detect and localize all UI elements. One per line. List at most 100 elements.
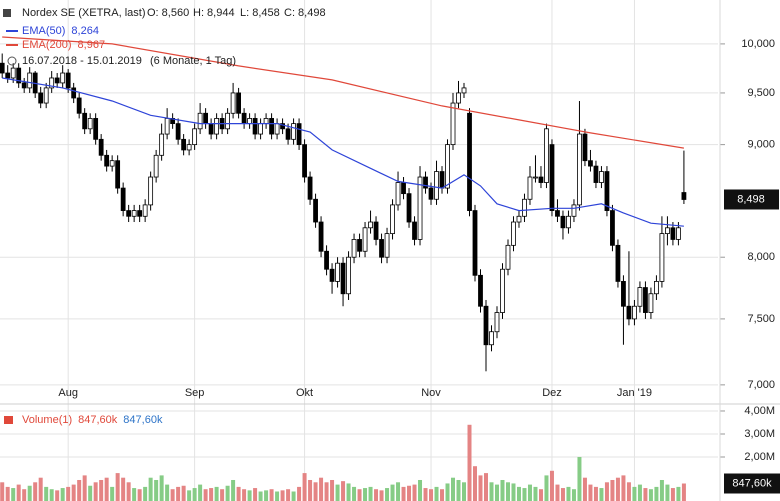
volume-bar bbox=[16, 484, 21, 501]
candle-body bbox=[434, 171, 439, 200]
volume-bar bbox=[319, 477, 324, 501]
candle-body bbox=[390, 204, 395, 235]
volume-bar bbox=[511, 483, 516, 501]
candle-body bbox=[280, 123, 285, 130]
volume-bar bbox=[187, 490, 192, 501]
volume-bar bbox=[434, 486, 439, 501]
legend-value: 8,967 bbox=[78, 39, 106, 51]
clock-icon bbox=[7, 56, 17, 66]
candle-body bbox=[27, 72, 33, 89]
candle-body bbox=[104, 154, 110, 167]
candle-body bbox=[527, 176, 533, 200]
candle-body bbox=[401, 182, 406, 195]
candle-body bbox=[599, 171, 604, 183]
candle-body bbox=[137, 210, 143, 217]
volume-bar bbox=[231, 479, 236, 501]
volume-bar bbox=[440, 489, 445, 501]
volume-bar bbox=[214, 486, 219, 501]
candle-body bbox=[665, 227, 670, 235]
chart-title: Nordex SE (XETRA, last) bbox=[22, 7, 145, 19]
candle-body bbox=[494, 312, 500, 333]
candle-body bbox=[329, 268, 335, 282]
volume-bar bbox=[198, 484, 203, 501]
x-tick-label: Nov bbox=[421, 387, 441, 399]
volume-bar bbox=[637, 484, 642, 501]
candle-body bbox=[346, 256, 351, 295]
volume-bar bbox=[368, 486, 373, 501]
volume-bar bbox=[533, 486, 538, 501]
volume-bar bbox=[192, 488, 197, 501]
candle-body bbox=[472, 210, 478, 276]
ohlc-label: H: 8,944 bbox=[193, 7, 235, 19]
candle-body bbox=[164, 118, 170, 135]
candle-body bbox=[621, 281, 626, 307]
volume-legend-value: 847,60k bbox=[78, 414, 118, 426]
candle-body bbox=[71, 87, 77, 99]
candle-body bbox=[307, 176, 313, 200]
candle-body bbox=[560, 215, 566, 229]
candle-body bbox=[274, 123, 280, 135]
y-tick-label: 10,000 bbox=[741, 38, 775, 50]
candle-body bbox=[340, 262, 346, 295]
volume-bar bbox=[385, 488, 390, 501]
volume-bar bbox=[291, 491, 296, 501]
volume-bar bbox=[648, 489, 653, 501]
volume-bar bbox=[159, 475, 164, 501]
candle-body bbox=[373, 221, 379, 240]
volume-bar bbox=[632, 486, 637, 501]
volume-bar bbox=[505, 482, 510, 501]
volume-bar bbox=[626, 482, 631, 501]
volume-icon bbox=[4, 416, 13, 424]
volume-bar bbox=[181, 485, 186, 501]
candle-body bbox=[406, 193, 412, 223]
volume-bar bbox=[38, 477, 43, 501]
volume-bar bbox=[522, 488, 527, 501]
y-tick-label: 9,000 bbox=[747, 139, 775, 151]
candle-body bbox=[236, 92, 242, 114]
candle-body bbox=[593, 165, 599, 183]
candle-body bbox=[197, 112, 203, 130]
volume-bar bbox=[423, 488, 428, 501]
volume-bar bbox=[352, 486, 357, 501]
volume-bar bbox=[104, 477, 109, 501]
candle-body bbox=[225, 112, 231, 130]
volume-legend-value: 847,60k bbox=[123, 414, 163, 426]
candle-body bbox=[93, 118, 99, 140]
volume-bar bbox=[82, 475, 87, 501]
range-label: 16.07.2018 - 15.01.2019 bbox=[22, 55, 142, 67]
volume-bar bbox=[176, 486, 181, 501]
volume-bar bbox=[516, 486, 521, 501]
volume-bar bbox=[11, 488, 16, 501]
volume-bar bbox=[582, 477, 587, 501]
candle-body bbox=[87, 118, 93, 130]
volume-bar bbox=[659, 479, 664, 501]
candle-body bbox=[483, 305, 489, 346]
volume-bar bbox=[500, 479, 505, 501]
volume-bar bbox=[418, 479, 423, 501]
candle-body bbox=[318, 221, 324, 252]
candle-body bbox=[456, 92, 461, 104]
volume-bar bbox=[203, 489, 208, 501]
volume-bar bbox=[456, 479, 461, 501]
volume-bar bbox=[99, 479, 104, 501]
volume-bar bbox=[115, 473, 120, 501]
volume-bar bbox=[478, 475, 483, 501]
candle-body bbox=[538, 176, 544, 183]
candle-body bbox=[450, 102, 456, 146]
volume-bar bbox=[483, 473, 488, 501]
candle-body bbox=[302, 144, 307, 178]
x-tick-label: Jan '19 bbox=[617, 387, 652, 399]
candle-body bbox=[368, 221, 373, 229]
volume-bar bbox=[462, 482, 467, 501]
candle-body bbox=[54, 77, 60, 84]
volume-bar bbox=[170, 489, 175, 501]
candle-body bbox=[511, 221, 516, 246]
volume-bar bbox=[66, 486, 71, 501]
candle-body bbox=[384, 233, 390, 258]
volume-bar bbox=[236, 486, 241, 501]
volume-bar bbox=[357, 489, 362, 501]
price-tag-label: 8,498 bbox=[737, 193, 765, 205]
symbol-icon bbox=[3, 9, 11, 17]
volume-bar bbox=[379, 490, 384, 501]
volume-bar bbox=[88, 485, 93, 501]
